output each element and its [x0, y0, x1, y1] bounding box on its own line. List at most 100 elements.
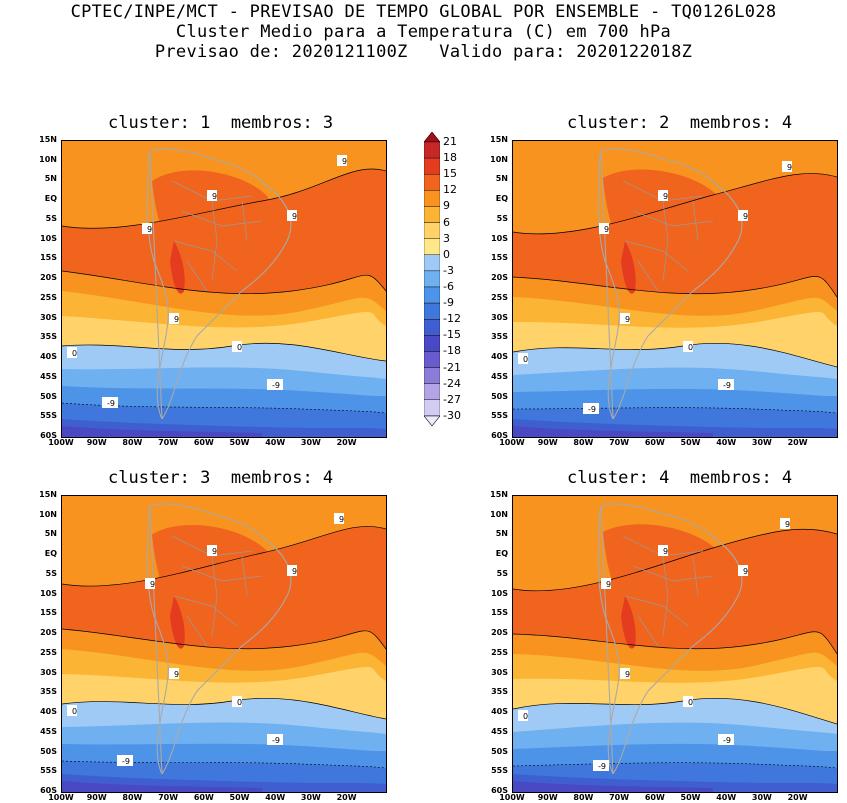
lat-label: 45S [40, 726, 57, 736]
lat-label: 20S [491, 273, 508, 283]
lat-label: 60S [40, 786, 57, 795]
contour-label: 0 [523, 712, 528, 721]
lon-label: 70W [158, 793, 179, 802]
lat-label: 5S [496, 213, 508, 223]
colorbar-label: -12 [443, 312, 461, 326]
lat-label: EQ [44, 549, 57, 559]
lat-label: 50S [491, 746, 508, 756]
contour-label: 9 [174, 315, 179, 324]
colorbar-label: 12 [443, 183, 457, 197]
lat-label: 40S [40, 707, 57, 717]
lon-label: 80W [122, 793, 143, 802]
lon-label: 20W [336, 438, 357, 447]
lat-label: 10N [39, 509, 57, 519]
lat-label: 15S [491, 253, 508, 263]
lon-label: 90W [537, 793, 558, 802]
lat-label: 15S [40, 608, 57, 618]
contour-label: 9 [785, 520, 790, 529]
lon-label: 30W [300, 793, 321, 802]
lat-label: 60S [491, 431, 508, 440]
lon-label: 40W [716, 793, 737, 802]
contour-label: 0 [237, 698, 242, 707]
panel-title-1: cluster: 1 membros: 3 [108, 113, 334, 133]
panel-title-3: cluster: 3 membros: 4 [108, 468, 334, 488]
contour-label: 0 [72, 707, 77, 716]
lon-label: 80W [573, 438, 594, 447]
lat-label: 30S [491, 312, 508, 322]
lon-label: 100W [499, 438, 525, 447]
lat-label: 5S [45, 213, 57, 223]
lat-label: 10N [490, 154, 508, 164]
lat-label: 50S [40, 746, 57, 756]
lat-label: 40S [40, 352, 57, 362]
lon-label: 20W [336, 793, 357, 802]
contour-label: -9 [122, 757, 130, 766]
colorbar-label: -30 [443, 408, 461, 422]
lon-label: 100W [48, 793, 74, 802]
lon-label: 40W [265, 438, 286, 447]
contour-label: 9 [743, 567, 748, 576]
contour-label: 9 [147, 225, 152, 234]
lat-label: 10N [490, 509, 508, 519]
contour-label: 9 [292, 567, 297, 576]
lat-label: 35S [491, 687, 508, 697]
colorbar-label: 21 [443, 135, 457, 148]
colorbar-label: -24 [443, 376, 461, 390]
contour-label: 9 [604, 225, 609, 234]
lon-label: 30W [751, 793, 772, 802]
colorbar-label: -3 [443, 263, 454, 277]
contour-label: -9 [272, 736, 280, 745]
contour-label: -9 [588, 405, 596, 414]
lat-label: 15S [491, 608, 508, 618]
lon-label: 50W [680, 793, 701, 802]
lat-label: 5S [496, 568, 508, 578]
lat-label: EQ [44, 194, 57, 204]
lat-label: 5N [495, 529, 508, 539]
lat-label: 25S [40, 292, 57, 302]
lon-label: 30W [300, 438, 321, 447]
lat-label: 50S [40, 391, 57, 401]
header-title-2: Cluster Medio para a Temperatura (C) em … [175, 22, 672, 42]
lat-label: 10S [40, 233, 57, 243]
colorbar [423, 131, 441, 442]
lat-label: 25S [491, 292, 508, 302]
colorbar-label: 18 [443, 151, 457, 165]
lat-label: 10S [40, 588, 57, 598]
lon-label: 90W [537, 438, 558, 447]
lat-label: 60S [491, 786, 508, 795]
lat-label: EQ [495, 194, 508, 204]
lat-label: 10S [491, 588, 508, 598]
lat-label: 10S [491, 233, 508, 243]
lon-label: 60W [644, 438, 665, 447]
contour-label: 9 [339, 515, 344, 524]
panel-title-4: cluster: 4 membros: 4 [567, 468, 793, 488]
panel-title-2: cluster: 2 membros: 4 [567, 113, 793, 133]
lon-label: 40W [716, 438, 737, 447]
contour-label: -9 [598, 762, 606, 771]
colorbar-label: 6 [443, 215, 450, 229]
contour-label: -9 [272, 381, 280, 390]
map-panel-1: 9 9 9 9 9 0 0 -9 -9 [61, 140, 387, 438]
contour-label: 9 [625, 670, 630, 679]
lon-label: 80W [573, 793, 594, 802]
lon-label: 20W [787, 438, 808, 447]
contour-label: -9 [107, 399, 115, 408]
lon-label: 30W [751, 438, 772, 447]
contour-label: 9 [212, 547, 217, 556]
lat-label: 25S [491, 647, 508, 657]
contour-label: 9 [212, 192, 217, 201]
lat-label: 15N [490, 135, 508, 144]
lat-label: 55S [40, 766, 57, 776]
lat-label: 55S [491, 766, 508, 776]
lat-label: 35S [40, 687, 57, 697]
lat-label: 15S [40, 253, 57, 263]
lat-label: 50S [491, 391, 508, 401]
lat-label: 20S [40, 628, 57, 638]
contour-label: 9 [150, 580, 155, 589]
lat-label: 20S [491, 628, 508, 638]
colorbar-label: -18 [443, 344, 461, 358]
lat-label: 30S [491, 667, 508, 677]
colorbar-label: -21 [443, 360, 461, 374]
contour-label: 9 [663, 547, 668, 556]
contour-label: 0 [237, 343, 242, 352]
